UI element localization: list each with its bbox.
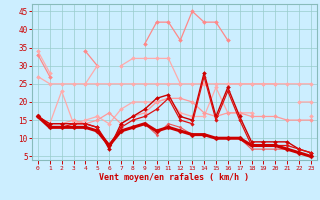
X-axis label: Vent moyen/en rafales ( km/h ): Vent moyen/en rafales ( km/h ) xyxy=(100,173,249,182)
